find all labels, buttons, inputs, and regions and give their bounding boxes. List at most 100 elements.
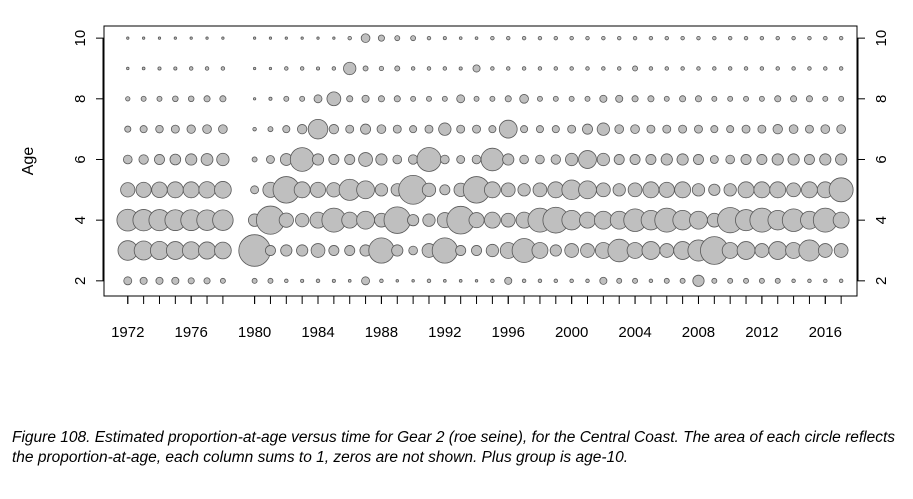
bubble-point [483, 211, 501, 229]
bubble-point [458, 66, 463, 71]
bubble-point [203, 277, 211, 285]
bubble-point [489, 95, 496, 102]
bubble-point [313, 94, 323, 104]
bubble-point [458, 36, 463, 40]
bubble-point [679, 277, 686, 284]
bubble-point [596, 122, 610, 136]
bubble-point [182, 241, 201, 260]
bubble-point [344, 245, 356, 256]
bubble-point [139, 125, 148, 134]
bubble-point [316, 66, 321, 71]
bubble-point [726, 125, 735, 134]
bubble-point [311, 153, 325, 166]
bubble-point [615, 94, 624, 103]
bubble-point [455, 245, 467, 256]
bubble-point [310, 243, 326, 258]
bubble-point [838, 95, 845, 102]
bubble-point [521, 66, 527, 71]
bubble-point [341, 211, 359, 229]
bubble-point [219, 277, 226, 284]
bubble-point [817, 243, 833, 258]
bubble-point [442, 66, 448, 71]
bubble-point [187, 277, 195, 285]
bubble-point [368, 237, 395, 264]
bubble-point [519, 154, 529, 165]
bubble-point [316, 36, 320, 40]
bubble-point [328, 245, 340, 256]
bubble-point [485, 243, 499, 258]
bubble-point [769, 181, 787, 199]
bubble-point [696, 66, 701, 71]
bubble-point [173, 66, 178, 71]
bubble-point [823, 35, 828, 41]
bubble-point [805, 95, 813, 103]
bubble-point [585, 66, 590, 71]
bubble-point [553, 278, 558, 284]
bubble-point [537, 278, 543, 284]
bubble-point [658, 181, 675, 198]
bubble-point [185, 153, 198, 166]
bubble-point [154, 154, 165, 165]
bubble-point [786, 182, 801, 198]
bubble-point [198, 241, 217, 260]
bubble-point [155, 124, 164, 134]
bubble-point [157, 66, 162, 71]
bubble-point [186, 124, 196, 134]
bubble-point [346, 95, 354, 103]
bubble-point [284, 66, 289, 71]
bubble-point [612, 183, 626, 197]
bubble-point [300, 278, 305, 283]
bubble-point [471, 245, 482, 256]
bubble-point [139, 276, 148, 285]
bubble-point [155, 276, 164, 285]
bubble-point [218, 124, 228, 134]
y-tick-label-right: 4 [873, 216, 890, 224]
bubble-point [498, 119, 518, 139]
bubble-point [531, 242, 549, 259]
y-tick-label-left: 2 [72, 277, 89, 285]
bubble-point [124, 125, 132, 133]
y-tick-label-left: 10 [72, 30, 89, 47]
y-tick-label-right: 10 [873, 30, 890, 47]
bubble-point [774, 95, 782, 103]
bubble-point [553, 35, 558, 41]
bubble-point [807, 278, 812, 284]
bubble-point [521, 278, 527, 284]
bubble-point [126, 36, 130, 40]
bubble-point [627, 182, 643, 198]
bubble-point [641, 241, 661, 260]
bubble-point [502, 153, 515, 166]
bubble-point [268, 36, 273, 40]
bubble-point [214, 241, 232, 260]
bubble-point [253, 66, 257, 71]
bubble-point [253, 97, 257, 101]
bubble-point [674, 181, 692, 199]
bubble-point [299, 95, 306, 102]
bubble-point [504, 95, 512, 103]
bubble-point [820, 124, 831, 134]
x-tick-label: 1996 [492, 324, 525, 341]
bubble-point [296, 244, 309, 257]
bubble-point [711, 95, 718, 102]
bubble-point [676, 153, 689, 166]
bubble-point [535, 154, 545, 165]
bubble-point [630, 124, 640, 134]
bubble-point [490, 278, 495, 284]
bubble-point [561, 209, 582, 231]
bubble-point [616, 277, 623, 284]
bubble-point [775, 35, 780, 41]
bubble-point [823, 278, 828, 284]
bubble-point [125, 96, 131, 102]
bubble-point [310, 181, 327, 198]
bubble-point [617, 66, 622, 71]
bubble-point [614, 124, 624, 134]
bubble-point [692, 274, 705, 287]
bubble-point [712, 66, 717, 71]
bubble-point [584, 95, 591, 102]
bubble-point [426, 95, 432, 102]
bubble-point [567, 124, 577, 134]
x-tick-label: 2008 [682, 324, 715, 341]
bubble-point [801, 181, 818, 199]
bubble-point [500, 212, 516, 228]
bubble-point [266, 155, 275, 164]
